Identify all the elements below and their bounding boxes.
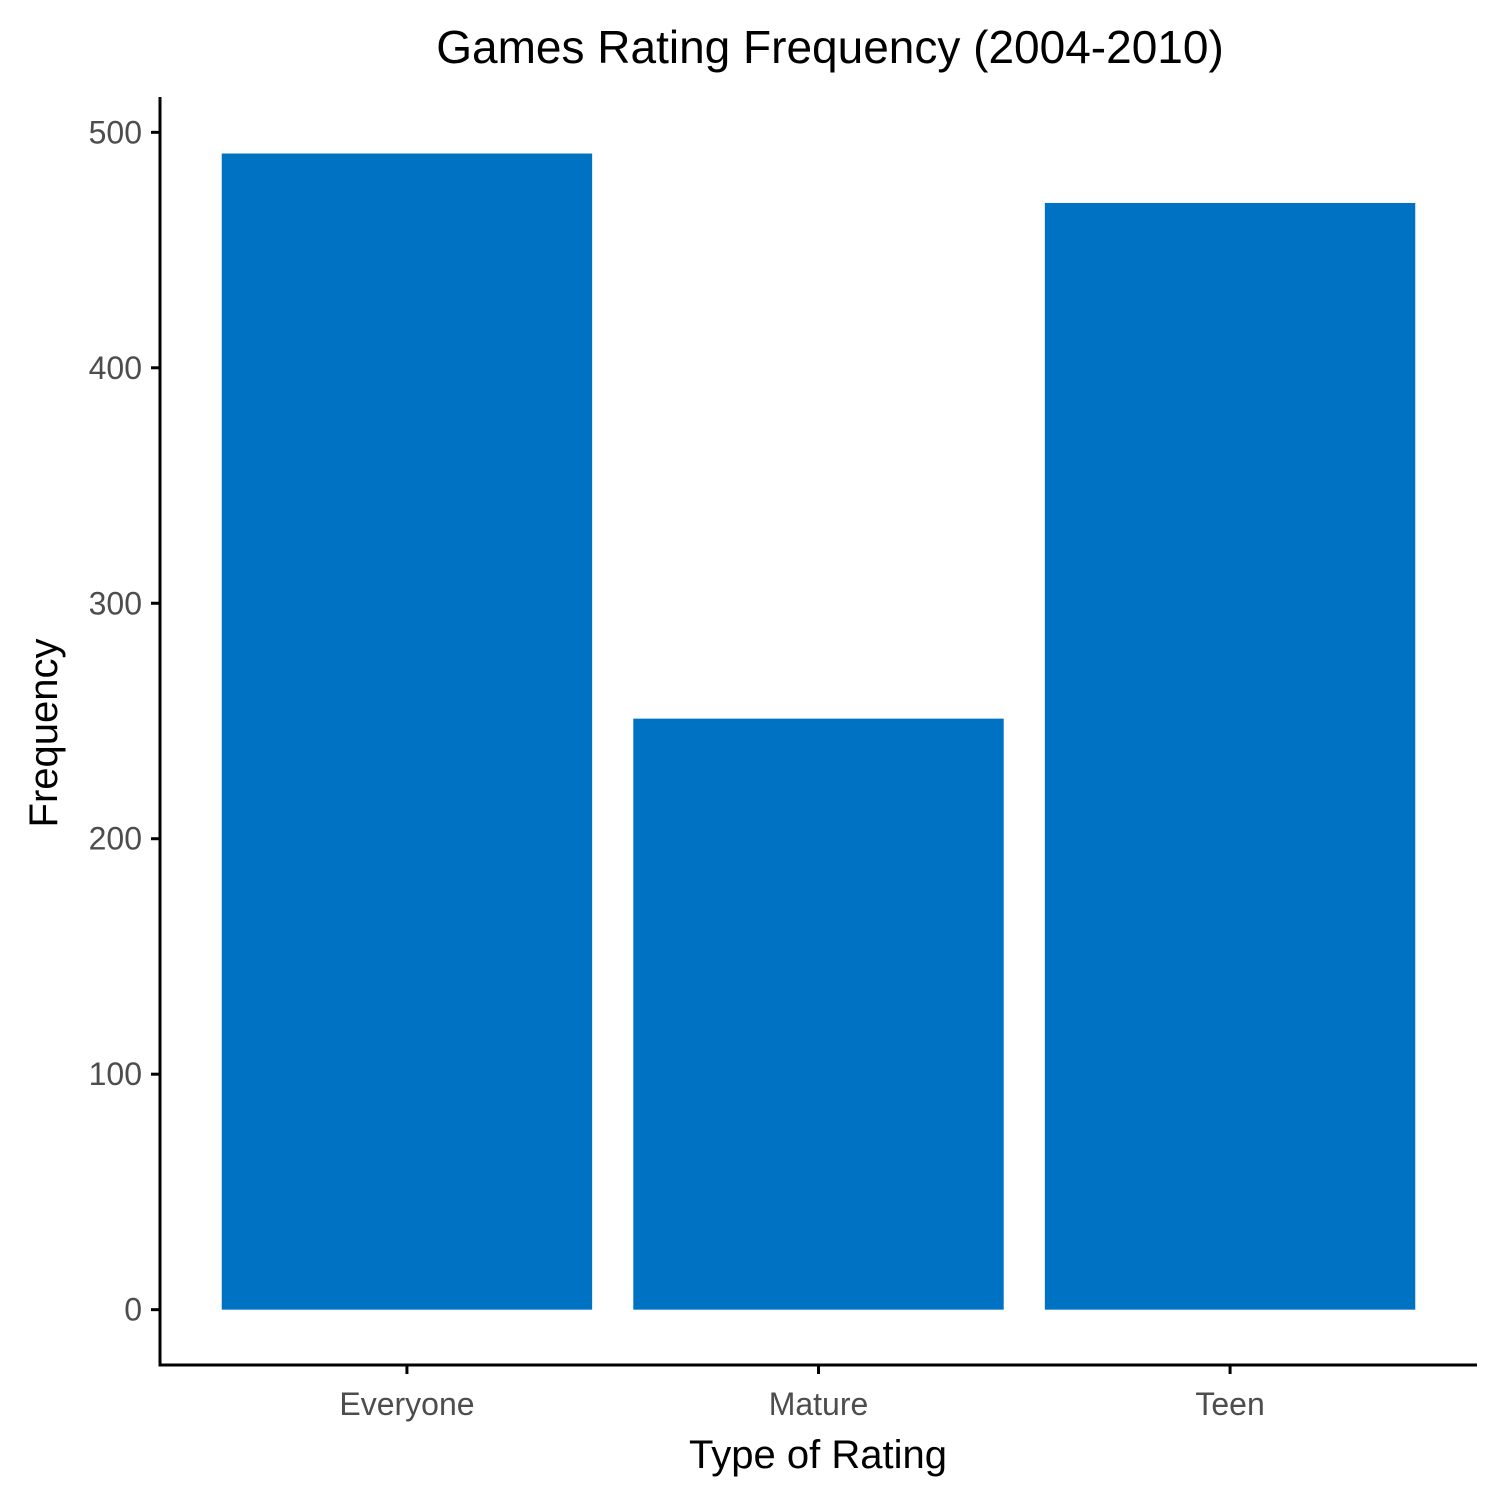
y-tick-label: 0	[124, 1292, 142, 1328]
bar-everyone	[221, 153, 593, 1310]
bar-mature	[633, 718, 1004, 1310]
x-axis: Everyone Mature Teen	[339, 1365, 1265, 1422]
bars-layer	[221, 153, 1416, 1310]
x-tick-label-mature: Mature	[769, 1386, 869, 1422]
x-tick-label-teen: Teen	[1195, 1386, 1264, 1422]
y-tick-label: 400	[89, 350, 142, 386]
chart-title: Games Rating Frequency (2004-2010)	[436, 21, 1224, 73]
y-axis-title: Frequency	[22, 639, 66, 828]
y-axis: 0 100 200 300 400 500	[89, 114, 160, 1328]
bar-teen	[1044, 202, 1416, 1310]
y-tick-label: 100	[89, 1056, 142, 1092]
y-tick-label: 200	[89, 821, 142, 857]
y-tick-label: 500	[89, 114, 142, 150]
x-axis-title: Type of Rating	[689, 1433, 947, 1477]
x-tick-label-everyone: Everyone	[339, 1386, 474, 1422]
y-tick-label: 300	[89, 585, 142, 621]
